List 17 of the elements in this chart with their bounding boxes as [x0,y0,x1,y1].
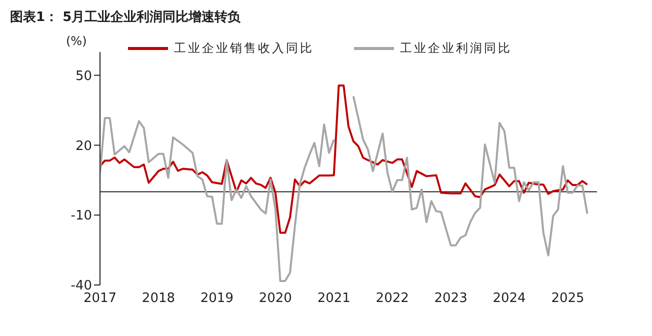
x-tick-label: 2020 [258,291,292,306]
x-tick-label: 2017 [83,291,117,306]
x-tick-label: 2025 [551,291,584,306]
y-tick-label: -10 [70,208,92,224]
x-tick-label: 2021 [317,291,350,306]
legend-label: 工业企业利润同比 [400,40,512,57]
chart-title: 图表1： 5月工业企业利润同比增速转负 [9,8,242,27]
x-tick-label: 2024 [492,291,526,306]
x-tick-label: 2022 [376,291,409,306]
y-axis-title: (%) [66,34,87,48]
y-tick-label: 20 [75,138,92,154]
x-tick-label: 2019 [200,291,234,306]
x-tick-label: 2023 [434,291,468,306]
legend-label: 工业企业销售收入同比 [174,40,314,57]
y-tick-label: 50 [75,68,92,84]
line-series [100,84,588,234]
x-tick-label: 2018 [142,291,176,306]
